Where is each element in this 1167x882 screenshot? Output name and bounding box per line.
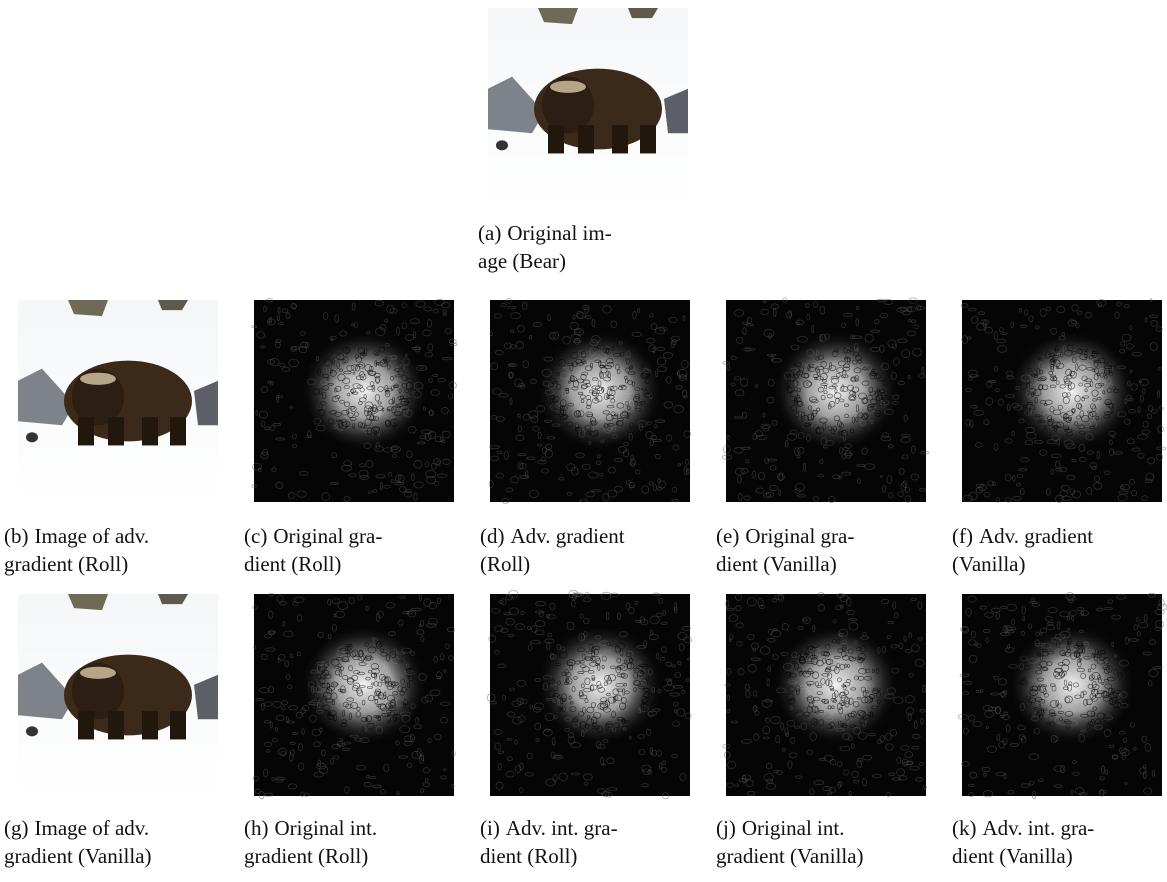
subfigure: (f) Adv. gradient (Vanilla) [952,299,1166,576]
caption-line: (k)Adv. int. gra- [952,816,1094,840]
bear-leg [578,125,594,153]
caption-text: Original int. [275,816,378,840]
caption-line: (f) Adv. gradient [952,524,1093,548]
bear-leg [108,711,124,739]
caption-line: dient (Vanilla) [952,844,1073,868]
caption-text: Adv. int. gra- [983,816,1095,840]
caption-text: Original int. [742,816,845,840]
caption-label: (f) [952,524,973,548]
caption-line: (j) Original int. [716,816,844,840]
subfigure: (a) Original im-age (Bear) [478,8,688,273]
caption-line: gradient (Roll) [244,844,368,868]
caption-label: (b) [4,524,29,548]
subfigure: (c) Original gra-dient (Roll) [244,299,457,576]
caption-line: (g)Image of adv. [4,816,149,840]
caption-label: (a) [478,221,501,245]
caption-text: Original gra- [273,524,382,548]
bear-leg [548,125,564,153]
bear-face [550,81,586,93]
caption-label: (i) [480,816,500,840]
caption-line: gradient (Roll) [4,552,128,576]
caption-line: dient (Vanilla) [716,552,837,576]
saliency [536,330,664,451]
figure: (a)Original im-age (Bear)(b)Image of adv… [0,0,1167,882]
bear-leg [78,417,94,445]
caption-line: gradient (Vanilla) [4,844,152,868]
caption-line: (d)Adv. gradient [480,524,625,548]
caption-line: (a) Original im- [478,221,612,245]
bear-face [80,373,116,385]
caption-text: Image of adv. [35,816,150,840]
caption-label: (j) [716,816,736,840]
subfigure: (h)Original int. gradient (Roll) [244,593,455,868]
bear-leg [142,711,158,739]
stone [496,140,508,150]
caption-label: (e) [716,524,739,548]
subfigure: (g)Image of adv. gradient (Vanilla) [4,594,218,868]
caption-line: (c) Original gra- [244,524,382,548]
rock [68,300,108,316]
bear-leg [640,125,656,153]
bear-face [80,667,116,679]
subfigure: (d)Adv. gradient (Roll) [480,298,691,576]
rock [538,8,578,24]
caption-line: (Roll) [480,552,530,576]
caption-label: (g) [4,816,29,840]
bear-leg [170,417,186,445]
caption-text: Adv. gradient [511,524,625,548]
caption-line: dient (Roll) [480,844,577,868]
subfigure: (k)Adv. int. gra-dient (Vanilla) [952,592,1167,868]
rock [68,594,108,610]
bear-leg [108,417,124,445]
caption-line: age (Bear) [478,249,566,273]
caption-text: Adv. int. gra- [506,816,618,840]
caption-label: (d) [480,524,505,548]
stone [26,432,38,442]
subfigure: (i) Adv. int. gra-dient (Roll) [480,590,692,868]
caption-text: Adv. gradient [979,524,1093,548]
caption-label: (c) [244,524,267,548]
bear-leg [142,417,158,445]
stone [26,726,38,736]
caption-line: (Vanilla) [952,552,1025,576]
caption-text: Image of adv. [35,524,150,548]
caption-line: (h)Original int. [244,816,377,840]
bear-leg [170,711,186,739]
caption-line: (b)Image of adv. [4,524,149,548]
caption-line: (e) Original gra- [716,524,854,548]
caption-line: gradient (Vanilla) [716,844,864,868]
caption-label: (k) [952,816,977,840]
bear-leg [612,125,628,153]
subfigure: (b)Image of adv. gradient (Roll) [4,300,218,576]
caption-label: (h) [244,816,269,840]
caption-line: (i) Adv. int. gra- [480,816,618,840]
caption-text: Original gra- [745,524,854,548]
subfigure: (j) Original int. gradient (Vanilla) [716,593,926,868]
subfigure: (e) Original gra-dient (Vanilla) [716,298,929,576]
bear-leg [78,711,94,739]
caption-text: Original im- [507,221,611,245]
caption-line: dient (Roll) [244,552,341,576]
